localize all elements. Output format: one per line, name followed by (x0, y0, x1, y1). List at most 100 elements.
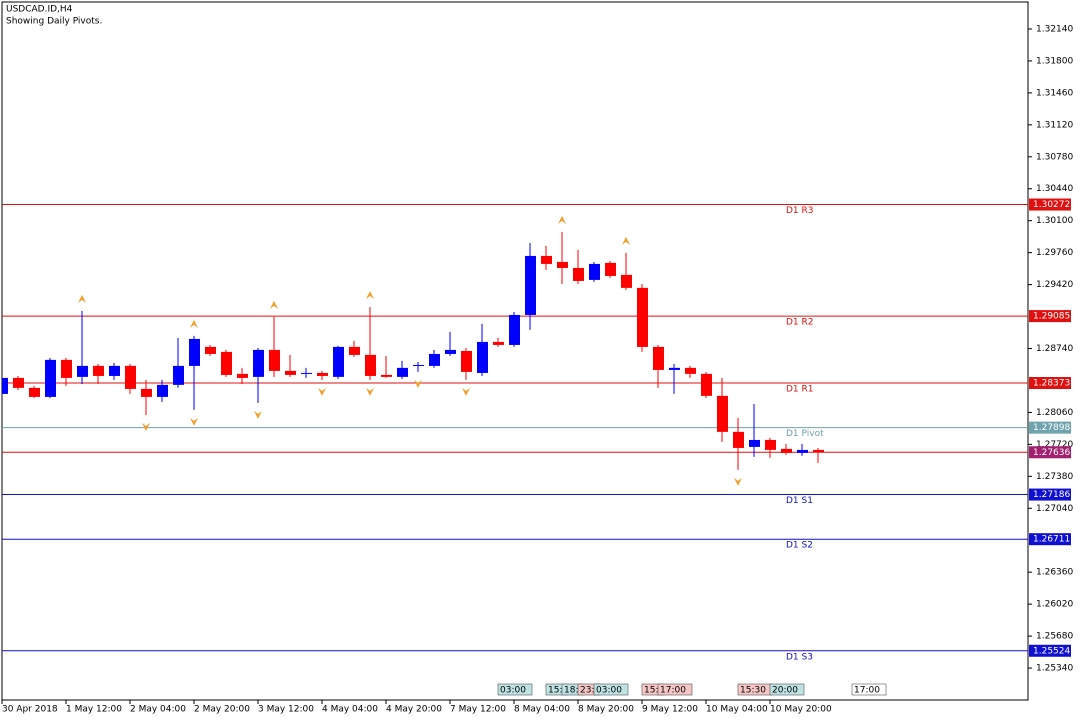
x-tick-label: 3 May 12:00 (258, 705, 314, 715)
x-tick-label: 7 May 12:00 (450, 705, 506, 715)
candle-body (701, 373, 712, 396)
time-marker-box (769, 683, 805, 696)
candle-body (653, 346, 664, 370)
candle-body (173, 365, 184, 385)
fractal-down (734, 477, 742, 486)
plot-area (2, 204, 1028, 652)
candle-body (813, 449, 824, 453)
y-tick-label: 1.26360 (1036, 568, 1073, 578)
pivot-name: D1 S3 (786, 652, 813, 662)
candle-body (557, 261, 568, 268)
x-tick-label: 10 May 20:00 (770, 705, 832, 715)
y-tick-label: 1.30100 (1036, 216, 1073, 226)
fractal-down (190, 417, 198, 426)
candle-body (605, 262, 616, 276)
time-marker-box (851, 683, 887, 696)
candle-body (269, 349, 280, 371)
chart-title: USDCAD.ID,H4 (6, 5, 73, 15)
candle-body (733, 431, 744, 448)
fractal-up (78, 294, 86, 303)
price-label-box (1029, 533, 1071, 546)
time-marker-box (593, 683, 629, 696)
price-label: 1.27898 (1033, 423, 1070, 433)
x-tick-label: 8 May 20:00 (578, 705, 634, 715)
fractal-down (462, 387, 470, 396)
time-marker-box (497, 683, 533, 696)
candle-body (749, 439, 760, 447)
pivot-name: D1 Pivot (786, 429, 824, 439)
candle-body (285, 370, 296, 375)
y-tick-label: 1.32140 (1036, 24, 1073, 34)
candle-body (429, 353, 440, 366)
candle-body (141, 388, 152, 397)
candle-body (621, 274, 632, 288)
candle-body (205, 346, 216, 354)
pivot-name: D1 S1 (786, 496, 813, 506)
y-tick-label: 1.29760 (1036, 248, 1073, 258)
fractal-up (270, 300, 278, 309)
fractal-down (414, 379, 422, 388)
candle-body (2, 377, 8, 394)
candle-body (13, 377, 24, 388)
y-tick-label: 1.27040 (1036, 504, 1073, 514)
candle-body (461, 350, 472, 372)
candle-body (669, 367, 680, 370)
candle-body (253, 349, 264, 377)
y-tick-label: 1.31460 (1036, 88, 1073, 98)
y-tick-label: 1.31120 (1036, 120, 1073, 130)
fractal-up (622, 236, 630, 245)
candle-body (509, 314, 520, 345)
candle-body (301, 372, 312, 374)
y-tick-label: 1.28060 (1036, 408, 1073, 418)
time-marker: 15: (548, 686, 562, 696)
time-marker: 20:00 (772, 686, 798, 696)
time-marker: 15:30 (740, 686, 766, 696)
candle-body (685, 367, 696, 374)
y-tick-label: 1.29420 (1036, 280, 1073, 290)
fractal-down (142, 422, 150, 431)
fractal-up (366, 290, 374, 299)
price-label-box (1029, 377, 1071, 390)
candle-body (109, 365, 120, 376)
candle-body (637, 287, 648, 347)
y-tick-label: 1.31800 (1036, 56, 1073, 66)
price-label-box (1029, 198, 1071, 211)
price-label: 1.30272 (1033, 200, 1070, 210)
x-tick-label: 1 May 12:00 (66, 705, 122, 715)
candle-body (93, 365, 104, 376)
price-label-box (1029, 421, 1071, 434)
candle-body (29, 387, 40, 397)
candle-body (125, 365, 136, 389)
y-tick-label: 1.30780 (1036, 152, 1073, 162)
time-marker: 18: (564, 686, 578, 696)
time-marker: 23: (580, 686, 594, 696)
candle-body (381, 374, 392, 377)
y-tick-label: 1.30440 (1036, 184, 1073, 194)
y-tick-label: 1.26020 (1036, 600, 1073, 610)
x-tick-label: 30 Apr 2018 (2, 705, 58, 715)
pivot-name: D1 R1 (786, 385, 814, 395)
x-tick-label: 8 May 04:00 (514, 705, 570, 715)
y-tick-label: 1.25680 (1036, 632, 1073, 642)
price-label: 1.29085 (1033, 312, 1070, 322)
price-label-box (1029, 644, 1071, 657)
time-marker: 17:00 (660, 686, 686, 696)
x-tick-label: 4 May 20:00 (386, 705, 442, 715)
fractal-down (254, 410, 262, 419)
fractal-up (558, 215, 566, 224)
time-marker: 17:00 (854, 686, 880, 696)
pivot-name: D1 S2 (786, 541, 813, 551)
candle-body (397, 367, 408, 377)
price-label-box (1029, 488, 1071, 501)
candle-body (189, 338, 200, 366)
bid-label: 1.27636 (1033, 448, 1070, 458)
fractal-down (318, 387, 326, 396)
candle-body (573, 267, 584, 281)
plot-frame (1, 1, 1029, 701)
price-label: 1.27186 (1033, 490, 1070, 500)
candle-body (77, 365, 88, 377)
x-tick-label: 2 May 20:00 (194, 705, 250, 715)
candle-body (157, 384, 168, 397)
candle-body (221, 351, 232, 375)
